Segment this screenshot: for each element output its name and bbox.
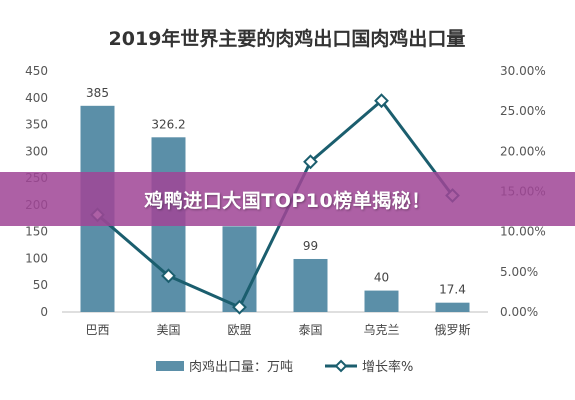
left-tick-label: 400 bbox=[25, 91, 48, 105]
category-label: 欧盟 bbox=[227, 323, 251, 337]
right-tick-label: 20.00% bbox=[500, 144, 546, 158]
bar-value-label: 99 bbox=[303, 239, 318, 253]
bar-value-label: 17.4 bbox=[439, 283, 466, 297]
right-tick-label: 10.00% bbox=[500, 225, 546, 239]
chart-title: 2019年世界主要的肉鸡出口国肉鸡出口量 bbox=[109, 27, 466, 50]
right-tick-label: 25.00% bbox=[500, 104, 546, 118]
legend: 肉鸡出口量：万吨 增长率% bbox=[156, 359, 413, 375]
bar bbox=[222, 226, 257, 312]
bar-value-label: 385 bbox=[86, 86, 109, 100]
left-tick-label: 50 bbox=[33, 278, 48, 292]
bar bbox=[293, 258, 328, 312]
right-tick-label: 0.00% bbox=[500, 305, 538, 319]
category-label: 巴西 bbox=[85, 323, 109, 337]
category-label: 泰国 bbox=[298, 323, 322, 337]
growth-rate-line bbox=[96, 99, 454, 309]
legend-bar-label: 肉鸡出口量：万吨 bbox=[189, 359, 293, 375]
left-tick-label: 450 bbox=[25, 64, 48, 78]
left-tick-label: 100 bbox=[25, 251, 48, 265]
category-label: 乌克兰 bbox=[363, 322, 399, 337]
growth-rate-point bbox=[374, 93, 389, 109]
growth-rate-point bbox=[303, 154, 318, 170]
promo-banner: 鸡鸭进口大国TOP10榜单揭秘！ bbox=[0, 172, 575, 226]
right-tick-label: 5.00% bbox=[500, 265, 538, 279]
legend-bar-swatch bbox=[156, 361, 184, 371]
bar-value-label: 326.2 bbox=[151, 117, 185, 131]
left-tick-label: 0 bbox=[40, 305, 48, 319]
left-tick-label: 150 bbox=[25, 225, 48, 239]
right-tick-label: 30.00% bbox=[500, 64, 546, 78]
legend-line-marker bbox=[334, 359, 348, 373]
legend-line-label: 增长率% bbox=[362, 359, 413, 375]
growth-rate-point bbox=[232, 299, 247, 315]
bar bbox=[364, 290, 399, 312]
category-label: 俄罗斯 bbox=[434, 323, 470, 337]
left-tick-label: 350 bbox=[25, 118, 48, 132]
left-tick-label: 300 bbox=[25, 144, 48, 158]
growth-rate-point bbox=[161, 268, 176, 284]
bar bbox=[435, 302, 470, 312]
bar-value-label: 40 bbox=[374, 271, 389, 285]
banner-text: 鸡鸭进口大国TOP10榜单揭秘！ bbox=[144, 189, 431, 212]
category-label: 美国 bbox=[156, 323, 180, 337]
